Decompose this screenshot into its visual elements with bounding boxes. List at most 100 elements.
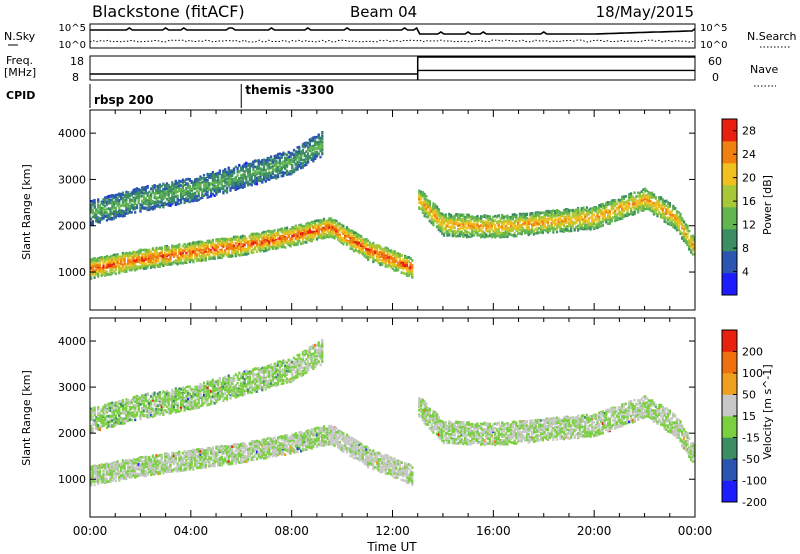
power-cell <box>287 240 290 243</box>
power-cell <box>107 207 110 210</box>
power-cell <box>280 166 283 170</box>
power-cell <box>427 211 430 214</box>
power-cell <box>391 252 394 256</box>
power-cell <box>289 152 292 155</box>
power-cell <box>291 238 294 242</box>
power-cell <box>169 204 172 207</box>
power-cell <box>287 229 290 233</box>
power-cell <box>310 225 313 228</box>
power-cell <box>351 247 354 251</box>
power-cell <box>250 236 253 239</box>
power-cell <box>91 272 94 276</box>
power-cell <box>247 174 250 178</box>
power-cell <box>222 186 225 190</box>
power-cell <box>305 161 308 164</box>
power-cell <box>314 135 317 139</box>
power-cell <box>308 156 311 160</box>
power-cell <box>114 207 117 210</box>
power-cell <box>375 252 379 255</box>
power-cell <box>162 260 165 263</box>
power-cell <box>141 187 144 191</box>
power-cell <box>289 155 292 159</box>
power-cell <box>330 226 333 229</box>
power-cell <box>381 251 384 255</box>
power-cell <box>349 231 352 235</box>
power-cell <box>453 220 456 223</box>
power-cell <box>153 264 156 268</box>
power-cell <box>120 267 123 270</box>
power-cell <box>194 194 197 197</box>
power-cell <box>298 238 301 242</box>
power-cell <box>148 248 151 252</box>
power-cell <box>135 265 139 268</box>
power-cell <box>356 245 359 249</box>
power-cell <box>116 256 119 260</box>
power-cell <box>104 273 107 276</box>
power-cell <box>231 183 234 186</box>
power-cell <box>271 172 274 175</box>
power-cell <box>310 230 313 234</box>
power-cell <box>118 266 121 270</box>
power-cell <box>377 255 380 259</box>
power-cell <box>291 231 294 234</box>
power-cell <box>485 221 488 224</box>
power-cell <box>238 240 241 243</box>
power-cell <box>245 161 248 165</box>
power-cell <box>171 248 174 251</box>
power-cell <box>224 175 227 179</box>
power-cell <box>116 193 119 197</box>
power-scatter <box>90 131 695 280</box>
power-cell <box>90 217 93 221</box>
power-cell <box>208 175 211 178</box>
power-cell <box>229 186 232 190</box>
power-cell <box>247 168 250 172</box>
power-cell <box>285 162 289 165</box>
power-cell <box>460 218 463 221</box>
power-cell <box>201 244 204 248</box>
power-cell <box>112 262 116 265</box>
power-cell <box>187 242 190 246</box>
power-cell <box>180 196 183 199</box>
power-cell <box>298 240 301 243</box>
power-cell <box>109 212 112 216</box>
power-cell <box>289 162 292 165</box>
power-cell <box>254 170 257 173</box>
power-cell <box>439 217 442 220</box>
power-cell <box>241 167 244 170</box>
power-cell <box>135 187 139 190</box>
power-cell <box>301 237 304 241</box>
power-cell <box>229 180 232 184</box>
power-cell <box>255 235 259 239</box>
power-cell <box>199 255 202 258</box>
power-cell <box>365 238 368 241</box>
power-cell <box>128 194 131 198</box>
freq-tick-bottom: 8 <box>72 71 79 84</box>
power-cell <box>125 254 128 258</box>
power-cell <box>102 203 105 207</box>
power-cell <box>305 241 308 244</box>
power-cell <box>176 245 179 249</box>
power-cell <box>365 243 368 246</box>
power-cell <box>257 167 260 170</box>
power-cell <box>421 204 424 207</box>
power-cell <box>303 163 306 167</box>
power-cell <box>319 222 322 225</box>
power-cell <box>201 194 204 198</box>
power-cell <box>208 186 211 189</box>
power-cell <box>195 186 199 190</box>
power-cell <box>194 249 197 252</box>
power-cell <box>157 200 160 203</box>
power-cell <box>314 147 317 150</box>
power-cell <box>264 235 267 239</box>
power-cell <box>172 192 176 195</box>
power-cell <box>229 175 232 179</box>
power-cell <box>280 243 283 247</box>
power-cell <box>368 256 371 259</box>
power-cell <box>448 222 451 225</box>
power-cell <box>335 230 338 233</box>
power-cell <box>190 193 193 197</box>
power-cell <box>121 191 124 195</box>
power-cell <box>261 171 264 175</box>
power-cell <box>331 234 334 238</box>
power-cell <box>243 170 246 173</box>
